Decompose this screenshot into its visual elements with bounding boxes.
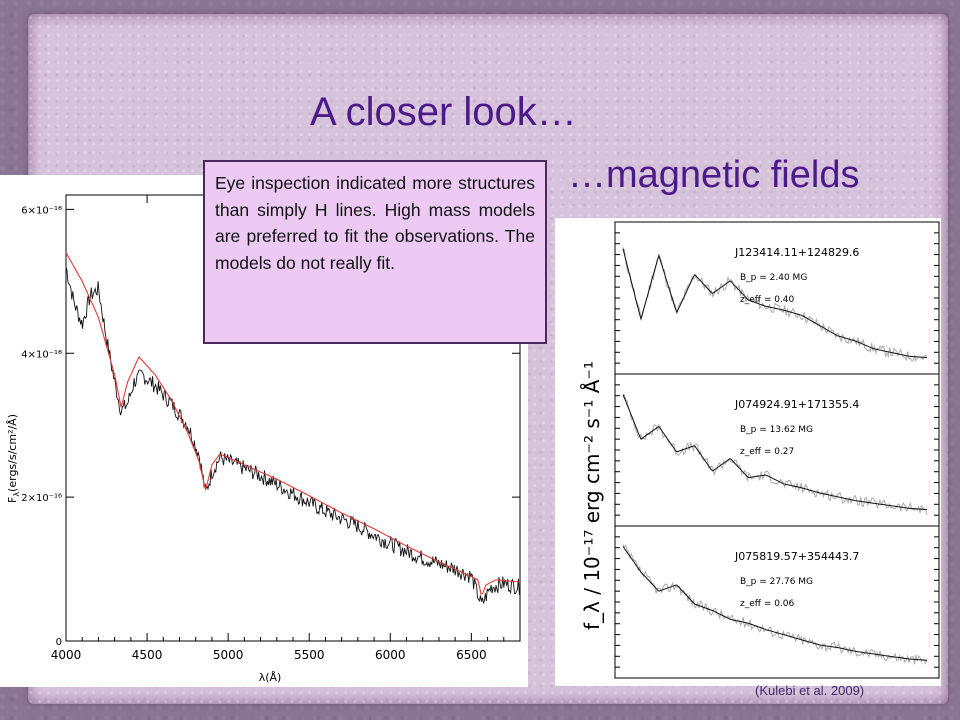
spectrum-figure-right: J123414.11+124829.6 B_p = 2.40 MG z_eff = … [555, 218, 941, 686]
panel-object-id: J075819.57+354443.7 [734, 550, 859, 563]
x-tick-label: 6500 [456, 648, 487, 662]
y-axis-label: Fλ(ergs/s/cm²/Å) [6, 414, 21, 503]
panel-z-eff: z_eff = 0.27 [740, 447, 794, 457]
panel-z-eff: z_eff = 0.40 [740, 295, 795, 305]
model-spectrum-line [622, 248, 928, 359]
slide-title: A closer look… [310, 90, 577, 134]
callout-box: Eye inspection indicated more structures… [203, 160, 547, 344]
model-spectrum-line [65, 252, 521, 596]
citation: (Kulebi et al. 2009) [755, 683, 865, 698]
x-tick-label: 4500 [132, 648, 163, 662]
panel-b-field: B_p = 2.40 MG [740, 273, 807, 283]
observed-spectrum-line [622, 544, 928, 665]
panel-object-id: J074924.91+171355.4 [734, 398, 859, 411]
x-tick-label: 4000 [51, 648, 82, 662]
y-tick-label: 4×10⁻¹⁶ [21, 349, 62, 360]
model-spectrum-line [622, 394, 928, 511]
x-tick-label: 6000 [375, 648, 406, 662]
panel-b-field: B_p = 13.62 MG [740, 425, 813, 435]
y-tick-label: 2×10⁻¹⁶ [21, 493, 62, 504]
slide-subtitle: …magnetic fields [568, 154, 860, 196]
right-y-axis-label: f_λ / 10⁻¹⁷ erg cm⁻² s⁻¹ Å⁻¹ [580, 361, 604, 630]
model-spectrum-line [622, 546, 928, 661]
x-tick-label: 5500 [294, 648, 325, 662]
y-tick-label: 6×10⁻¹⁶ [21, 205, 62, 216]
x-tick-label: 5000 [213, 648, 244, 662]
y-tick-label: 0 [56, 637, 62, 648]
panel-z-eff: z_eff = 0.06 [740, 599, 795, 609]
spectrum-panels-right: J123414.11+124829.6 B_p = 2.40 MG z_eff = … [580, 221, 940, 679]
panel-b-field: B_p = 27.76 MG [740, 577, 813, 587]
observed-spectrum-line [622, 247, 928, 363]
x-axis-label: λ(Å) [259, 671, 282, 684]
panel-object-id: J123414.11+124829.6 [734, 246, 859, 259]
